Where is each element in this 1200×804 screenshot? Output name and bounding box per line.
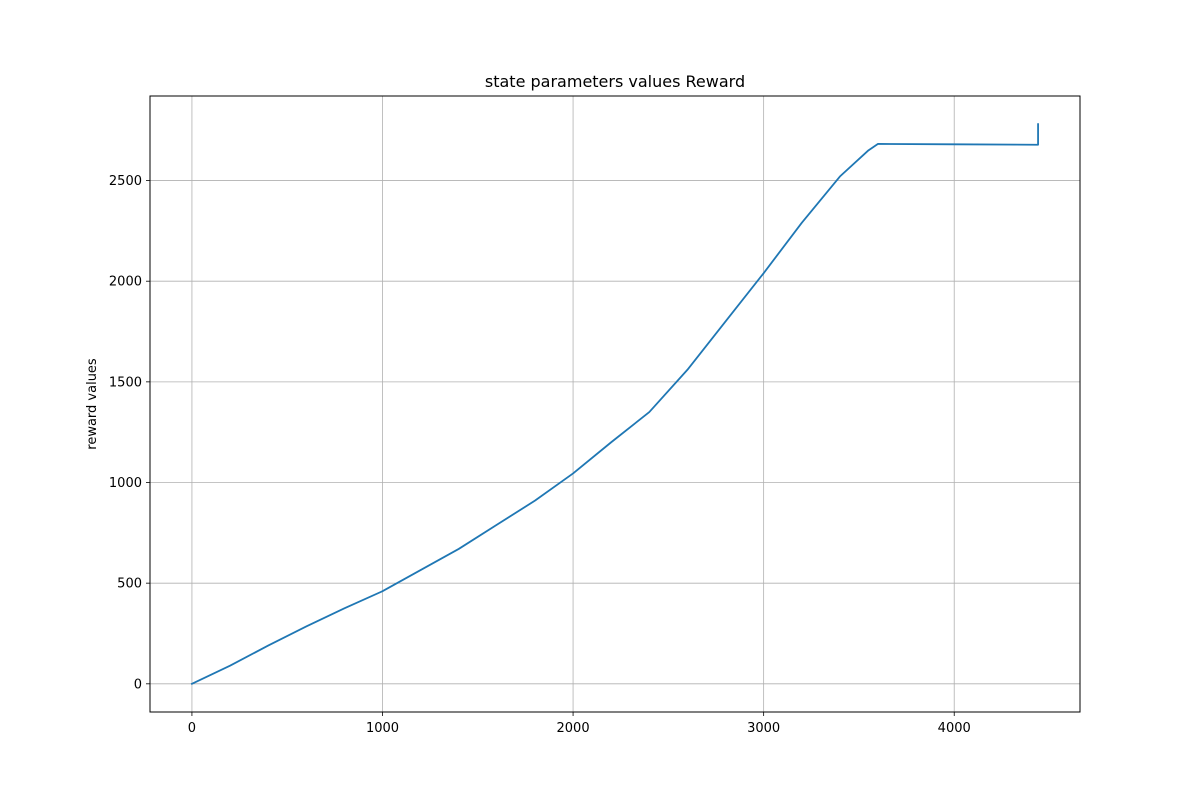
y-tick-label: 1000: [109, 476, 142, 491]
series-line: [190, 123, 1039, 686]
plot-frame: [149, 95, 1081, 713]
y-tick-label: 2000: [109, 275, 142, 290]
y-tick-label: 2500: [109, 174, 142, 189]
grid-layer: [150, 96, 1080, 712]
y-tick-label: 0: [134, 677, 142, 692]
x-tick-label: 4000: [938, 721, 971, 736]
chart-title: state parameters values Reward: [485, 72, 745, 91]
x-tick-label: 2000: [557, 721, 590, 736]
y-tick-label: 500: [117, 577, 142, 592]
x-tick-label: 0: [188, 721, 196, 736]
x-tick-label: 1000: [366, 721, 399, 736]
tick-layer: 0 1000 2000 3000 4000 0 500 1000 1500 2000 2500: [109, 174, 971, 736]
y-axis-label: reward values: [85, 358, 100, 450]
series-layer: [190, 123, 1039, 686]
y-tick-label: 1500: [109, 375, 142, 390]
x-tick-label: 3000: [747, 721, 780, 736]
